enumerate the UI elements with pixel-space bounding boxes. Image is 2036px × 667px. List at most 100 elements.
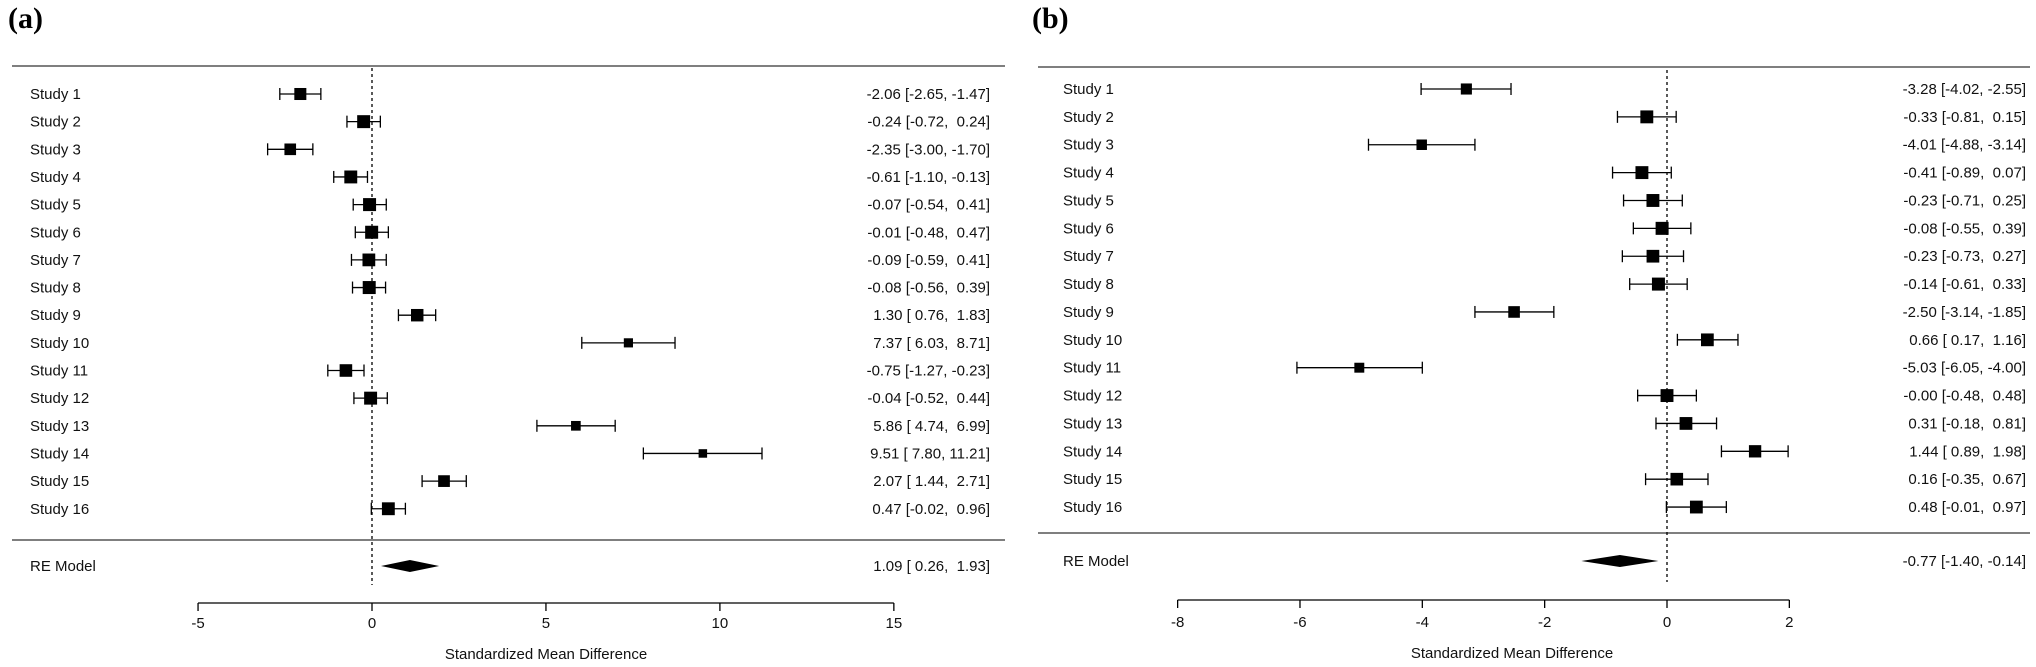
x-tick-label: 10 [712,615,729,632]
summary-diamond [1581,555,1659,567]
effect-estimate-label: -4.01 [-4.88, -3.14] [1903,137,2026,154]
x-axis-title: Standardized Mean Difference [445,646,647,663]
study-label: Study 3 [1063,137,1114,154]
effect-square [339,364,353,377]
effect-estimate-label: -2.35 [-3.00, -1.70] [867,141,990,158]
effect-estimate-label: -0.24 [-0.72, 0.24] [867,114,990,131]
study-label: Study 5 [1063,192,1114,209]
study-label: Study 2 [1063,109,1114,126]
study-label: Study 11 [1063,360,1121,377]
effect-estimate-label: -0.01 [-0.48, 0.47] [867,224,990,241]
effect-square [698,449,708,458]
effect-estimate-label: -0.00 [-0.48, 0.48] [1903,388,2026,405]
effect-estimate-label: -0.14 [-0.61, 0.33] [1903,276,2026,293]
effect-estimate-label: 9.51 [ 7.80, 11.21] [870,445,990,462]
study-label: Study 11 [30,363,88,380]
effect-square [1748,445,1762,458]
effect-square [1700,333,1714,347]
study-label: Study 3 [30,141,81,158]
study-label: Study 1 [1063,81,1114,98]
effect-estimate-label: -0.61 [-1.10, -0.13] [867,169,990,186]
effect-square [357,115,371,129]
study-label: Study 1 [30,86,81,103]
x-tick-label: -4 [1416,614,1429,631]
study-label: Study 6 [1063,220,1114,237]
effect-estimate-label: -3.28 [-4.02, -2.55] [1903,81,2026,98]
effect-estimate-label: -2.06 [-2.65, -1.47] [867,86,990,103]
forest-panel-b: (b) Study 1 -3.28 [-4.02, -2.55] Study 2 -0.… [1032,2,2030,662]
effect-estimate-label: 0.31 [-0.18, 0.81] [1908,415,2026,432]
effect-estimate-label: 0.16 [-0.35, 0.67] [1908,471,2026,488]
study-label: Study 13 [30,418,89,435]
summary-label: RE Model [30,558,96,575]
effect-estimate-label: -0.09 [-0.59, 0.41] [867,252,990,269]
summary-estimate-label: -0.77 [-1.40, -0.14] [1903,553,2026,570]
effect-square [294,87,307,101]
study-label: Study 16 [1063,499,1122,516]
study-label: Study 15 [1063,471,1122,488]
study-label: Study 14 [30,445,89,462]
effect-square [1646,194,1660,207]
effect-square [1670,472,1684,486]
study-label: Study 14 [1063,443,1122,460]
effect-square [363,198,377,212]
effect-estimate-label: -0.08 [-0.55, 0.39] [1903,220,2026,237]
effect-estimate-label: -2.50 [-3.14, -1.85] [1903,304,2026,321]
effect-estimate-label: 0.66 [ 0.17, 1.16] [1909,332,2026,349]
summary-diamond [381,560,440,572]
x-tick-label: -6 [1293,614,1306,631]
effect-square [284,143,297,156]
study-label: Study 12 [1063,388,1122,405]
forest-panel-a: (a) Study 1 -2.06 [-2.65, -1.47] Study 2 -0.… [8,2,1005,663]
effect-estimate-label: 5.86 [ 4.74, 6.99] [873,418,990,435]
x-tick-label: 0 [368,615,376,632]
study-label: Study 12 [30,390,89,407]
x-tick-label: -2 [1538,614,1551,631]
effect-estimate-label: -0.23 [-0.73, 0.27] [1903,248,2026,265]
study-label: Study 2 [30,114,81,131]
effect-square [381,502,395,516]
effect-estimate-label: -0.33 [-0.81, 0.15] [1903,109,2026,126]
effect-square [1508,306,1520,318]
effect-estimate-label: -0.04 [-0.52, 0.44] [867,390,990,407]
effect-square [344,170,358,184]
effect-square [1651,277,1665,291]
x-axis-title: Standardized Mean Difference [1411,645,1613,662]
effect-square [1689,500,1703,514]
panel-label: (b) [1032,2,1069,35]
effect-square [364,391,378,405]
study-label: Study 4 [1063,165,1114,182]
study-label: Study 10 [1063,332,1122,349]
x-tick-label: 2 [1785,614,1793,631]
effect-square [365,225,379,239]
study-label: Study 16 [30,501,89,518]
study-label: Study 8 [30,280,81,297]
effect-estimate-label: -0.75 [-1.27, -0.23] [867,363,990,380]
summary-estimate-label: 1.09 [ 0.26, 1.93] [873,558,990,575]
effect-estimate-label: -0.23 [-0.71, 0.25] [1903,192,2026,209]
effect-square [1640,110,1654,124]
study-label: Study 6 [30,224,81,241]
effect-square [571,420,581,431]
effect-square [411,308,424,322]
study-label: Study 4 [30,169,81,186]
study-label: Study 5 [30,197,81,214]
effect-estimate-label: -5.03 [-6.05, -4.00] [1903,360,2026,377]
study-label: Study 8 [1063,276,1114,293]
effect-estimate-label: -0.41 [-0.89, 0.07] [1903,165,2026,182]
effect-square [362,253,376,267]
effect-estimate-label: 2.07 [ 1.44, 2.71] [873,473,990,490]
study-label: Study 7 [1063,248,1114,265]
study-label: Study 13 [1063,415,1122,432]
effect-square [1460,83,1472,95]
summary-label: RE Model [1063,553,1129,570]
effect-estimate-label: 1.44 [ 0.89, 1.98] [1909,443,2026,460]
effect-estimate-label: 1.30 [ 0.76, 1.83] [873,307,990,324]
study-label: Study 9 [30,307,81,324]
effect-estimate-label: 7.37 [ 6.03, 8.71] [873,335,990,352]
effect-estimate-label: -0.07 [-0.54, 0.41] [867,197,990,214]
effect-square [1655,221,1669,235]
study-label: Study 7 [30,252,81,269]
effect-square [438,475,450,487]
